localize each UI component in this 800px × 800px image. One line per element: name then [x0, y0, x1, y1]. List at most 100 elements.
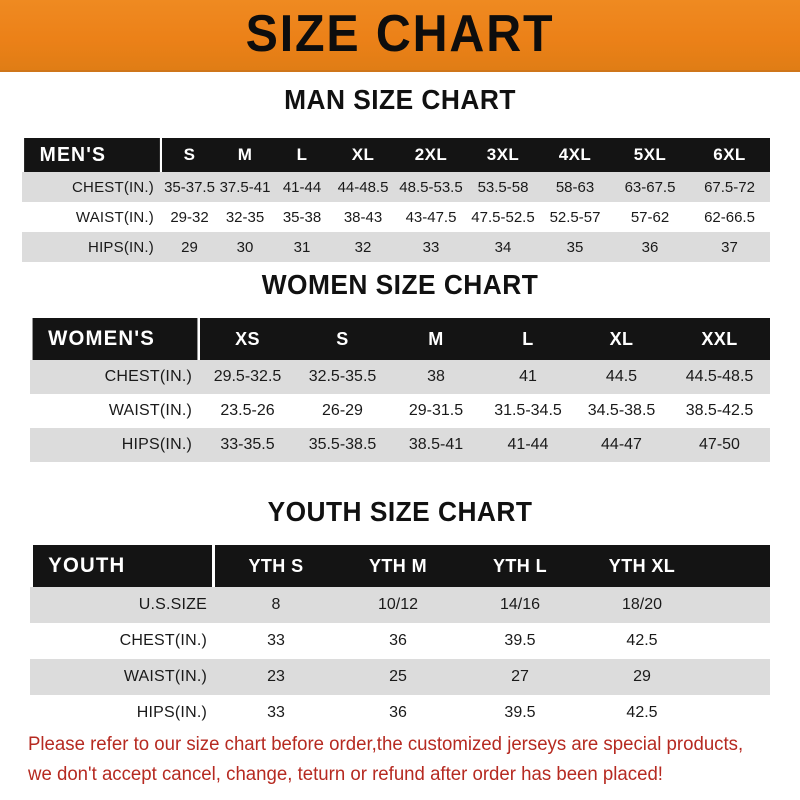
men-hips-3xl: 34 [467, 232, 539, 262]
youth-waist-m: 25 [337, 659, 459, 695]
table-row: WAIST(IN.) 29-32 32-35 35-38 38-43 43-47… [22, 202, 770, 232]
men-waist-s: 29-32 [162, 202, 217, 232]
men-chest-5xl: 63-67.5 [611, 172, 689, 202]
women-col-m: M [390, 318, 482, 360]
men-chest-6xl: 67.5-72 [689, 172, 770, 202]
women-col-xl: XL [574, 318, 669, 360]
women-col-s: S [295, 318, 390, 360]
women-hips-xl: 44-47 [574, 428, 669, 462]
women-col-xxl: XXL [669, 318, 770, 360]
men-hips-xl: 32 [331, 232, 395, 262]
men-col-6xl: 6XL [689, 138, 770, 172]
table-row: U.S.SIZE 8 10/12 14/16 18/20 [30, 587, 770, 623]
men-chest-2xl: 48.5-53.5 [395, 172, 467, 202]
youth-hips-spacer [703, 695, 770, 731]
men-waist-2xl: 43-47.5 [395, 202, 467, 232]
table-header-row: YOUTH YTH S YTH M YTH L YTH XL [30, 545, 770, 587]
youth-waist-s: 23 [215, 659, 337, 695]
header-banner: SIZE CHART [0, 0, 800, 72]
women-hips-m: 38.5-41 [390, 428, 482, 462]
men-col-m: M [217, 138, 273, 172]
youth-chest-spacer [703, 623, 770, 659]
men-size-table: MEN'S S M L XL 2XL 3XL 4XL 5XL 6XL CHEST… [22, 138, 770, 262]
youth-chest-xl: 42.5 [581, 623, 703, 659]
youth-row-label-chest: CHEST(IN.) [30, 623, 215, 659]
youth-ussize-s: 8 [215, 587, 337, 623]
table-row: CHEST(IN.) 29.5-32.5 32.5-35.5 38 41 44.… [30, 360, 770, 394]
youth-hips-m: 36 [337, 695, 459, 731]
youth-waist-xl: 29 [581, 659, 703, 695]
youth-size-table: YOUTH YTH S YTH M YTH L YTH XL U.S.SIZE … [30, 545, 770, 731]
youth-ussize-l: 14/16 [459, 587, 581, 623]
men-col-xl: XL [331, 138, 395, 172]
men-chest-4xl: 58-63 [539, 172, 611, 202]
men-waist-6xl: 62-66.5 [689, 202, 770, 232]
footer-note-line-1: Please refer to our size chart before or… [28, 734, 744, 755]
women-corner-label: WOMEN'S [32, 318, 198, 360]
youth-chest-l: 39.5 [459, 623, 581, 659]
men-row-label-hips: HIPS(IN.) [22, 232, 162, 262]
women-hips-xs: 33-35.5 [200, 428, 295, 462]
men-chest-l: 41-44 [273, 172, 331, 202]
women-section-title: WOMEN SIZE CHART [261, 269, 539, 300]
youth-waist-l: 27 [459, 659, 581, 695]
men-waist-3xl: 47.5-52.5 [467, 202, 539, 232]
men-row-label-chest: CHEST(IN.) [22, 172, 162, 202]
youth-row-label-hips: HIPS(IN.) [30, 695, 215, 731]
youth-col-yth-xl: YTH XL [581, 545, 703, 587]
men-chest-s: 35-37.5 [162, 172, 217, 202]
women-size-table: WOMEN'S XS S M L XL XXL CHEST(IN.) 29.5-… [30, 318, 770, 462]
men-corner-label: MEN'S [24, 138, 160, 172]
men-col-2xl: 2XL [395, 138, 467, 172]
women-chest-xs: 29.5-32.5 [200, 360, 295, 394]
women-col-xs: XS [200, 318, 295, 360]
women-hips-xxl: 47-50 [669, 428, 770, 462]
men-col-5xl: 5XL [611, 138, 689, 172]
youth-hips-xl: 42.5 [581, 695, 703, 731]
man-section-title: MAN SIZE CHART [284, 84, 516, 115]
youth-chest-m: 36 [337, 623, 459, 659]
youth-ussize-xl: 18/20 [581, 587, 703, 623]
youth-ussize-spacer [703, 587, 770, 623]
women-chest-m: 38 [390, 360, 482, 394]
women-row-label-hips: HIPS(IN.) [30, 428, 200, 462]
youth-col-spacer [703, 545, 770, 587]
youth-chest-s: 33 [215, 623, 337, 659]
table-row: HIPS(IN.) 33 36 39.5 42.5 [30, 695, 770, 731]
men-chest-xl: 44-48.5 [331, 172, 395, 202]
men-hips-s: 29 [162, 232, 217, 262]
women-waist-xl: 34.5-38.5 [574, 394, 669, 428]
table-row: WAIST(IN.) 23.5-26 26-29 29-31.5 31.5-34… [30, 394, 770, 428]
women-waist-xs: 23.5-26 [200, 394, 295, 428]
women-col-l: L [482, 318, 574, 360]
table-row: WAIST(IN.) 23 25 27 29 [30, 659, 770, 695]
table-row: HIPS(IN.) 29 30 31 32 33 34 35 36 37 [22, 232, 770, 262]
men-hips-l: 31 [273, 232, 331, 262]
women-waist-l: 31.5-34.5 [482, 394, 574, 428]
women-row-label-chest: CHEST(IN.) [30, 360, 200, 394]
men-waist-m: 32-35 [217, 202, 273, 232]
women-waist-s: 26-29 [295, 394, 390, 428]
table-header-row: MEN'S S M L XL 2XL 3XL 4XL 5XL 6XL [22, 138, 770, 172]
youth-row-label-waist: WAIST(IN.) [30, 659, 215, 695]
table-header-row: WOMEN'S XS S M L XL XXL [30, 318, 770, 360]
men-chest-3xl: 53.5-58 [467, 172, 539, 202]
youth-waist-spacer [703, 659, 770, 695]
men-col-3xl: 3XL [467, 138, 539, 172]
youth-ussize-m: 10/12 [337, 587, 459, 623]
men-chest-m: 37.5-41 [217, 172, 273, 202]
page-title: SIZE CHART [245, 5, 555, 63]
youth-section-title: YOUTH SIZE CHART [267, 496, 533, 527]
men-col-4xl: 4XL [539, 138, 611, 172]
table-row: CHEST(IN.) 33 36 39.5 42.5 [30, 623, 770, 659]
youth-corner-label: YOUTH [32, 545, 213, 587]
footer-note-line-2: we don't accept cancel, change, teturn o… [28, 764, 663, 785]
men-waist-5xl: 57-62 [611, 202, 689, 232]
youth-col-yth-m: YTH M [337, 545, 459, 587]
youth-hips-l: 39.5 [459, 695, 581, 731]
youth-col-yth-s: YTH S [215, 545, 337, 587]
youth-row-label-ussize: U.S.SIZE [30, 587, 215, 623]
men-hips-2xl: 33 [395, 232, 467, 262]
table-row: CHEST(IN.) 35-37.5 37.5-41 41-44 44-48.5… [22, 172, 770, 202]
women-chest-xl: 44.5 [574, 360, 669, 394]
